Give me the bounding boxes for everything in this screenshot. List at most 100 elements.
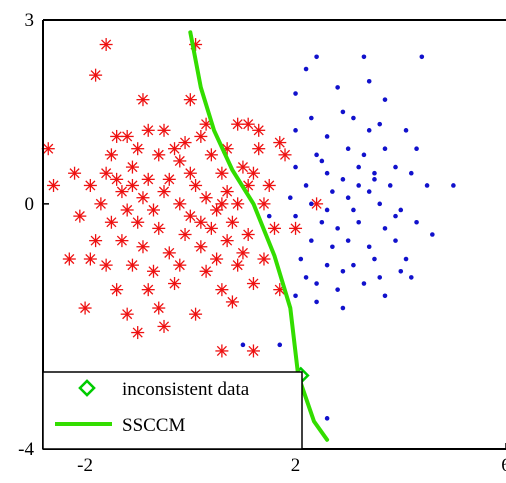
- dot-point: [408, 170, 414, 176]
- dot-point: [351, 115, 356, 121]
- dot-point: [387, 183, 393, 188]
- asterisk-point: [68, 166, 82, 180]
- asterisk-point: [173, 197, 187, 211]
- dot-point: [366, 78, 372, 84]
- dot-point: [403, 256, 409, 262]
- dot-point: [393, 238, 398, 243]
- asterisk-point: [125, 258, 139, 272]
- dot-point: [403, 128, 409, 133]
- dot-point: [372, 256, 377, 262]
- dot-point: [340, 268, 346, 274]
- dot-point: [345, 146, 351, 151]
- dot-point: [382, 226, 388, 231]
- dot-point: [319, 158, 325, 164]
- asterisk-point: [120, 307, 134, 321]
- series-1: [240, 54, 456, 421]
- dot-point: [393, 164, 398, 170]
- dot-point: [377, 121, 383, 127]
- asterisk-point: [236, 246, 250, 260]
- dot-point: [293, 91, 298, 96]
- dot-point: [287, 195, 293, 201]
- dot-point: [424, 183, 430, 188]
- ssccm-curve: [188, 30, 330, 442]
- dot-point: [419, 54, 425, 60]
- dot-point: [303, 275, 309, 280]
- asterisk-point: [178, 136, 192, 150]
- dot-point: [266, 213, 272, 219]
- y-tick-label: 0: [25, 194, 35, 215]
- asterisk-point: [115, 185, 129, 199]
- asterisk-point: [278, 148, 292, 162]
- asterisk-point: [131, 142, 145, 156]
- asterisk-point: [115, 234, 129, 248]
- dot-point: [330, 189, 335, 194]
- dot-point: [335, 85, 340, 90]
- asterisk-point: [210, 252, 224, 266]
- asterisk-point: [152, 148, 166, 162]
- asterisk-point: [110, 283, 124, 297]
- dot-point: [345, 195, 351, 201]
- dot-point: [293, 164, 298, 170]
- dot-point: [377, 201, 383, 207]
- dot-point: [361, 54, 367, 60]
- asterisk-point: [183, 93, 197, 107]
- asterisk-point: [136, 240, 150, 254]
- asterisk-point: [273, 136, 287, 150]
- dot-point: [293, 128, 298, 133]
- dot-point: [314, 299, 319, 305]
- asterisk-point: [104, 215, 118, 229]
- asterisk-point: [120, 129, 134, 143]
- asterisk-point: [199, 264, 213, 278]
- asterisk-point: [231, 117, 245, 131]
- asterisk-point: [146, 264, 160, 278]
- asterisk-point: [246, 277, 260, 291]
- dot-point: [309, 201, 314, 207]
- asterisk-point: [131, 326, 145, 340]
- y-tick-label: -4: [18, 439, 34, 460]
- asterisk-point: [231, 197, 245, 211]
- dot-point: [303, 66, 309, 72]
- asterisk-point: [168, 142, 182, 156]
- series-layer: [41, 30, 456, 442]
- legend-marker-inconsistent-data: [78, 379, 96, 397]
- dot-point: [382, 293, 388, 299]
- asterisk-point: [183, 166, 197, 180]
- asterisk-point: [215, 197, 229, 211]
- dot-point: [414, 219, 419, 225]
- asterisk-point: [78, 301, 92, 315]
- asterisk-point: [204, 148, 218, 162]
- asterisk-point: [99, 258, 113, 272]
- legend-label-ssccm: SSCCM: [122, 415, 185, 436]
- dot-point: [398, 268, 404, 274]
- asterisk-point: [62, 252, 76, 266]
- dot-point: [382, 97, 388, 102]
- asterisk-point: [152, 301, 166, 315]
- asterisk-point: [157, 123, 171, 137]
- asterisk-point: [162, 246, 176, 260]
- dot-point: [324, 416, 330, 421]
- asterisk-point: [141, 123, 155, 137]
- asterisk-point: [125, 178, 139, 192]
- asterisk-point: [199, 191, 213, 205]
- dot-point: [319, 219, 325, 225]
- asterisk-point: [89, 234, 103, 248]
- asterisk-point: [131, 215, 145, 229]
- asterisk-point: [173, 258, 187, 272]
- asterisk-point: [83, 178, 97, 192]
- asterisk-point: [152, 221, 166, 235]
- asterisk-point: [225, 215, 239, 229]
- dot-point: [309, 238, 314, 243]
- asterisk-point: [178, 228, 192, 241]
- dot-point: [372, 177, 377, 182]
- dot-point: [340, 109, 346, 115]
- asterisk-point: [257, 252, 271, 266]
- asterisk-point: [204, 221, 218, 235]
- dot-point: [277, 342, 283, 348]
- dot-point: [324, 170, 330, 176]
- dot-point: [366, 189, 372, 194]
- dot-point: [393, 213, 398, 219]
- asterisk-point: [136, 93, 150, 107]
- asterisk-point: [157, 319, 171, 333]
- asterisk-point: [215, 283, 229, 297]
